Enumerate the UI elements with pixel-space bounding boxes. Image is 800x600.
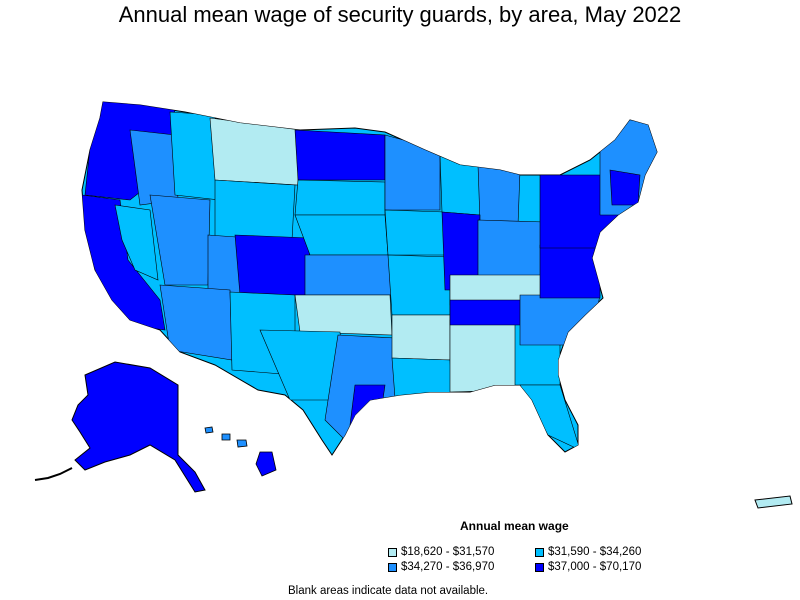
region-boston-area: [609, 169, 641, 206]
region-wisconsin: [439, 154, 481, 216]
region-michigan: [477, 164, 521, 226]
legend-item-bin4: $37,000 - $70,170: [535, 561, 641, 574]
legend-label-bin2: $31,590 - $34,260: [548, 546, 642, 558]
legend-label-bin3: $34,270 - $36,970: [401, 561, 495, 573]
legend-item-bin1: $18,620 - $31,570: [388, 546, 494, 559]
alaska-aleutians: [34, 467, 73, 481]
legend-swatch-bin2: [535, 548, 544, 557]
region-mississippi-alabama: [449, 319, 521, 393]
legend-swatch-bin4: [535, 563, 544, 572]
region-colorado: [234, 234, 311, 296]
region-arizona: [159, 284, 233, 361]
puerto-rico: [754, 495, 793, 509]
region-kansas: [304, 254, 393, 296]
map-title: Annual mean wage of security guards, by …: [118, 2, 682, 27]
region-wyoming: [214, 179, 296, 241]
legend-title: Annual mean wage: [460, 519, 569, 533]
region-virginia: [539, 244, 601, 299]
region-south-dakota: [294, 179, 386, 216]
region-missouri: [387, 254, 451, 316]
legend-item-bin3: $34,270 - $36,970: [388, 561, 494, 574]
region-california-inland: [114, 204, 159, 281]
legend-label-bin4: $37,000 - $70,170: [548, 561, 642, 573]
region-nebraska: [294, 214, 389, 256]
legend-item-bin2: $31,590 - $34,260: [535, 546, 641, 559]
region-oklahoma: [294, 294, 393, 336]
region-louisiana: [391, 357, 453, 399]
legend-swatch-bin1: [388, 548, 397, 557]
region-indiana-ohio: [477, 219, 546, 279]
hawaii: [204, 426, 277, 477]
region-minnesota: [384, 134, 441, 211]
region-carolinas: [519, 294, 601, 346]
region-north-dakota: [294, 129, 386, 181]
legend-label-bin1: $18,620 - $31,570: [401, 546, 495, 558]
legend-swatch-bin3: [388, 563, 397, 572]
region-iowa: [384, 209, 446, 256]
region-arkansas: [391, 314, 451, 361]
alaska: [71, 361, 206, 493]
footnote: Blank areas indicate data not available.: [288, 585, 489, 597]
region-houston: [349, 384, 386, 426]
